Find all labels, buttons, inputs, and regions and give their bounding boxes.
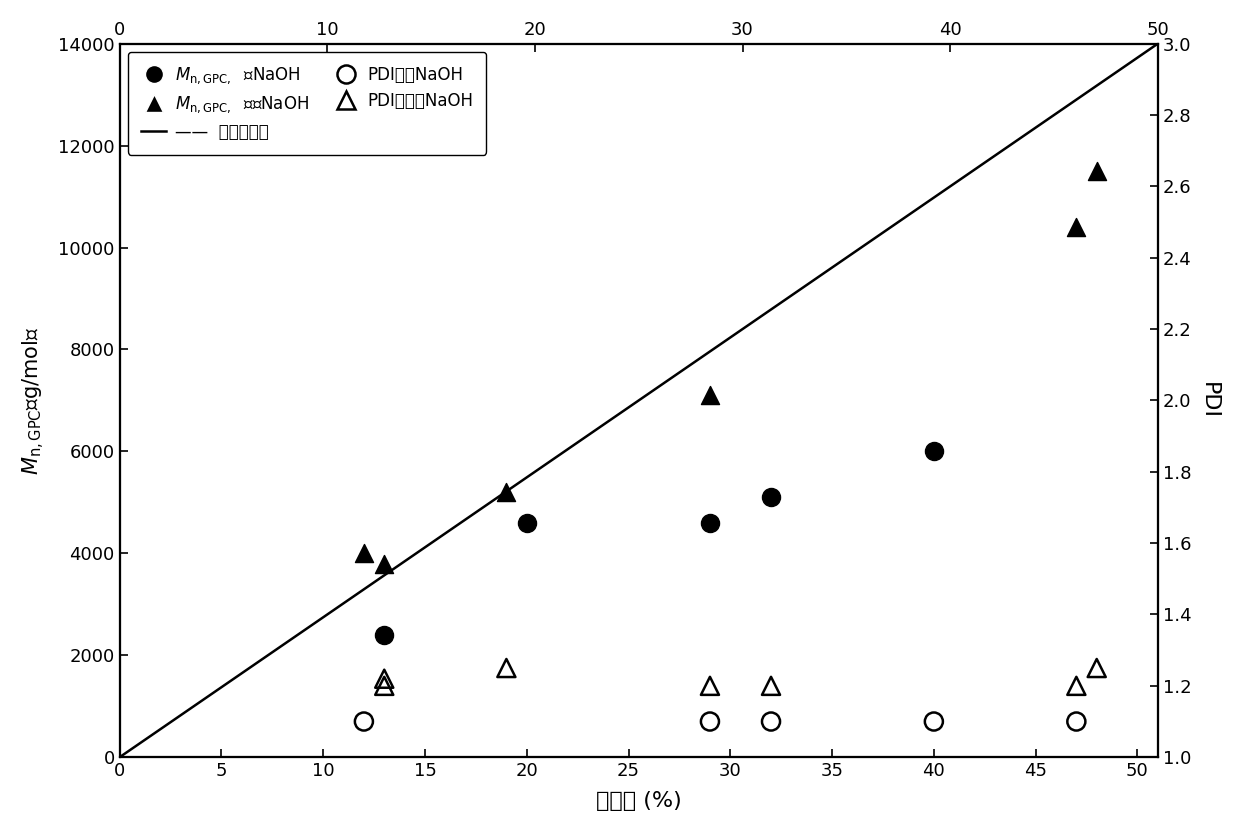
Legend: $M_{\mathrm{n,GPC,}}$  加NaOH, $M_{\mathrm{n,GPC,}}$  不加NaOH, ——  理论分子量, PDI，加NaO: $M_{\mathrm{n,GPC,}}$ 加NaOH, $M_{\mathrm… [128, 52, 486, 155]
Point [761, 679, 781, 692]
Point [701, 389, 720, 402]
Point [496, 661, 516, 675]
Point [701, 715, 720, 728]
Point [374, 628, 394, 641]
Point [761, 491, 781, 504]
Point [761, 715, 781, 728]
Point [924, 445, 944, 458]
Point [701, 516, 720, 529]
Point [517, 516, 537, 529]
X-axis label: 转化率 (%): 转化率 (%) [596, 791, 682, 811]
Point [701, 679, 720, 692]
Point [1086, 165, 1106, 178]
Point [1086, 661, 1106, 675]
Y-axis label: PDI: PDI [1199, 382, 1219, 419]
Point [1066, 715, 1086, 728]
Y-axis label: $M_{\mathrm{n,GPC}}$（g/mol）: $M_{\mathrm{n,GPC}}$（g/mol） [21, 326, 47, 474]
Point [496, 486, 516, 499]
Point [1066, 679, 1086, 692]
Point [374, 672, 394, 686]
Point [924, 715, 944, 728]
Point [374, 557, 394, 570]
Point [353, 547, 373, 560]
Point [353, 715, 373, 728]
Point [374, 679, 394, 692]
Point [1066, 220, 1086, 234]
